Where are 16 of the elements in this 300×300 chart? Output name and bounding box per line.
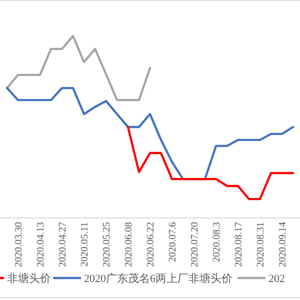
x-tick-label: 2020.08.17 [234,222,244,267]
x-tick-label: 2020.06.08 [124,222,134,267]
x-tick-label: 2020.05.11 [80,222,90,267]
x-tick-label: 2020.07.20 [190,222,200,267]
x-tick-label: 2020.05.25 [102,222,112,267]
x-tick-label: 2020.08.31 [256,222,266,267]
x-tick-label: 2020.04.13 [36,222,46,267]
legend-label: 非塘头价 [7,272,51,285]
x-tick-label: 2020.09.14 [278,222,288,267]
legend-label: 2020广东茂名6两上厂非塘头价 [84,272,232,285]
x-tick-label: 2020.06.22 [146,222,156,267]
x-tick-label: 2020.08.3 [212,222,222,262]
legend-label: 202 [268,273,285,285]
x-tick-label: 2020.07.6 [168,222,178,262]
x-tick-label: 2020.04.27 [58,222,68,267]
x-tick-label: 2020.03.30 [14,222,24,267]
